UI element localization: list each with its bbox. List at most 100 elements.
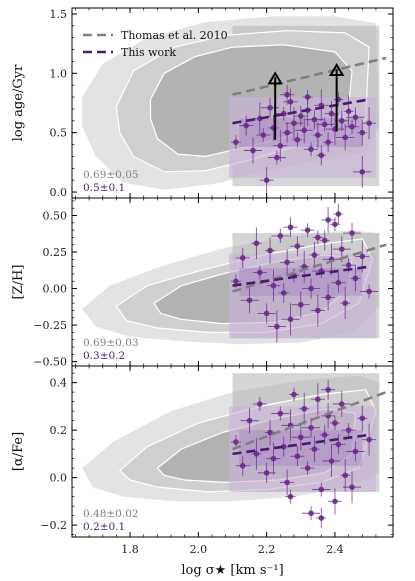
legend-label-reference: Thomas et al. 2010 [121,29,228,42]
data-point [321,379,336,400]
legend-label-this-work: This work [121,46,176,59]
y-tick-label: 0.00 [43,283,68,296]
data-point [362,423,377,456]
data-marker [284,129,290,136]
panel-frame [71,365,394,538]
x-tick-label: 1.8 [121,543,139,556]
data-marker [352,275,359,282]
data-marker [345,108,352,115]
data-marker [257,269,263,276]
data-marker [308,285,314,292]
data-point [353,155,372,188]
data-point [333,204,344,225]
data-point [319,230,330,251]
data-point [252,397,267,411]
data-marker [325,217,331,223]
data-point [340,287,351,320]
data-marker [352,114,359,121]
data-marker [359,253,366,260]
data-marker [294,453,301,460]
data-marker [335,211,342,217]
data-marker [311,446,318,452]
data-point [332,391,351,417]
data-point [282,122,293,143]
data-point [346,441,365,462]
data-point [329,416,340,430]
data-marker [318,152,325,159]
arrow-head [267,71,283,85]
data-marker [335,441,342,448]
data-point [322,445,341,477]
arrow-head [328,63,345,76]
data-marker [297,113,304,119]
data-marker [332,420,338,426]
data-marker [291,391,297,398]
data-marker [270,455,277,462]
data-point [321,206,336,233]
data-point [302,90,313,105]
data-marker [287,224,294,231]
data-point [310,383,325,416]
data-marker [250,147,256,154]
y-tick-label: 0.25 [43,246,68,259]
data-marker [263,310,270,317]
axis-labels: 1.8 2.0 2.2 2.4 log σ★ [km s⁻¹] [121,543,343,578]
data-point [257,462,276,483]
data-point [315,117,334,132]
plot-area [82,16,387,194]
data-marker [345,427,352,433]
y-axis-label: log age/Gyr [11,64,26,141]
data-marker [304,94,311,100]
data-point [362,107,377,140]
alpha-fe-panel: −0.2 0.0 0.2 0.4 [α/Fe] 0.48±0.020.2±0.1 [11,365,394,538]
y-axis-label: [Z/H] [11,265,26,300]
data-marker [366,120,372,126]
data-marker [359,415,366,422]
data-marker [233,139,239,145]
data-point [251,437,262,470]
data-point [281,303,300,336]
metallicity-panel: −0.50 −0.25 0.00 0.25 0.50 [Z/H] 0.69±0.030.3±… [11,197,394,369]
data-marker [253,240,260,247]
data-marker [284,91,290,98]
data-point [267,310,286,343]
data-marker [301,127,308,134]
data-marker [277,233,284,239]
data-point [288,387,299,402]
data-marker [246,417,253,424]
data-point [291,424,310,451]
data-point [283,217,298,238]
data-point [292,132,303,147]
data-marker [294,137,301,143]
data-point [280,84,295,105]
age-panel: 0.0 0.5 1.0 1.5 log age/Gyr 0.69±0.050.5±0.1 [11,7,394,199]
data-point [343,471,362,504]
data-marker [311,252,318,258]
data-point [295,117,314,144]
data-point [327,488,342,515]
reference-relation-line [232,243,387,293]
data-marker [328,458,335,464]
data-marker [321,121,328,128]
data-marker [304,227,311,233]
data-point [323,132,334,153]
data-point [341,423,356,438]
data-marker [321,237,328,244]
data-point [300,461,315,476]
data-marker [301,405,308,412]
this-work-relation-line [232,265,370,287]
data-marker [315,234,321,241]
data-point [235,247,250,268]
data-point [240,407,259,434]
data-point [280,249,295,276]
data-point [336,124,355,151]
data-point [350,265,361,292]
data-point [343,223,362,244]
data-marker [366,436,372,443]
data-point [285,489,296,504]
data-marker [352,448,359,455]
data-marker [277,142,284,149]
data-marker [318,515,325,521]
data-point [265,419,276,446]
